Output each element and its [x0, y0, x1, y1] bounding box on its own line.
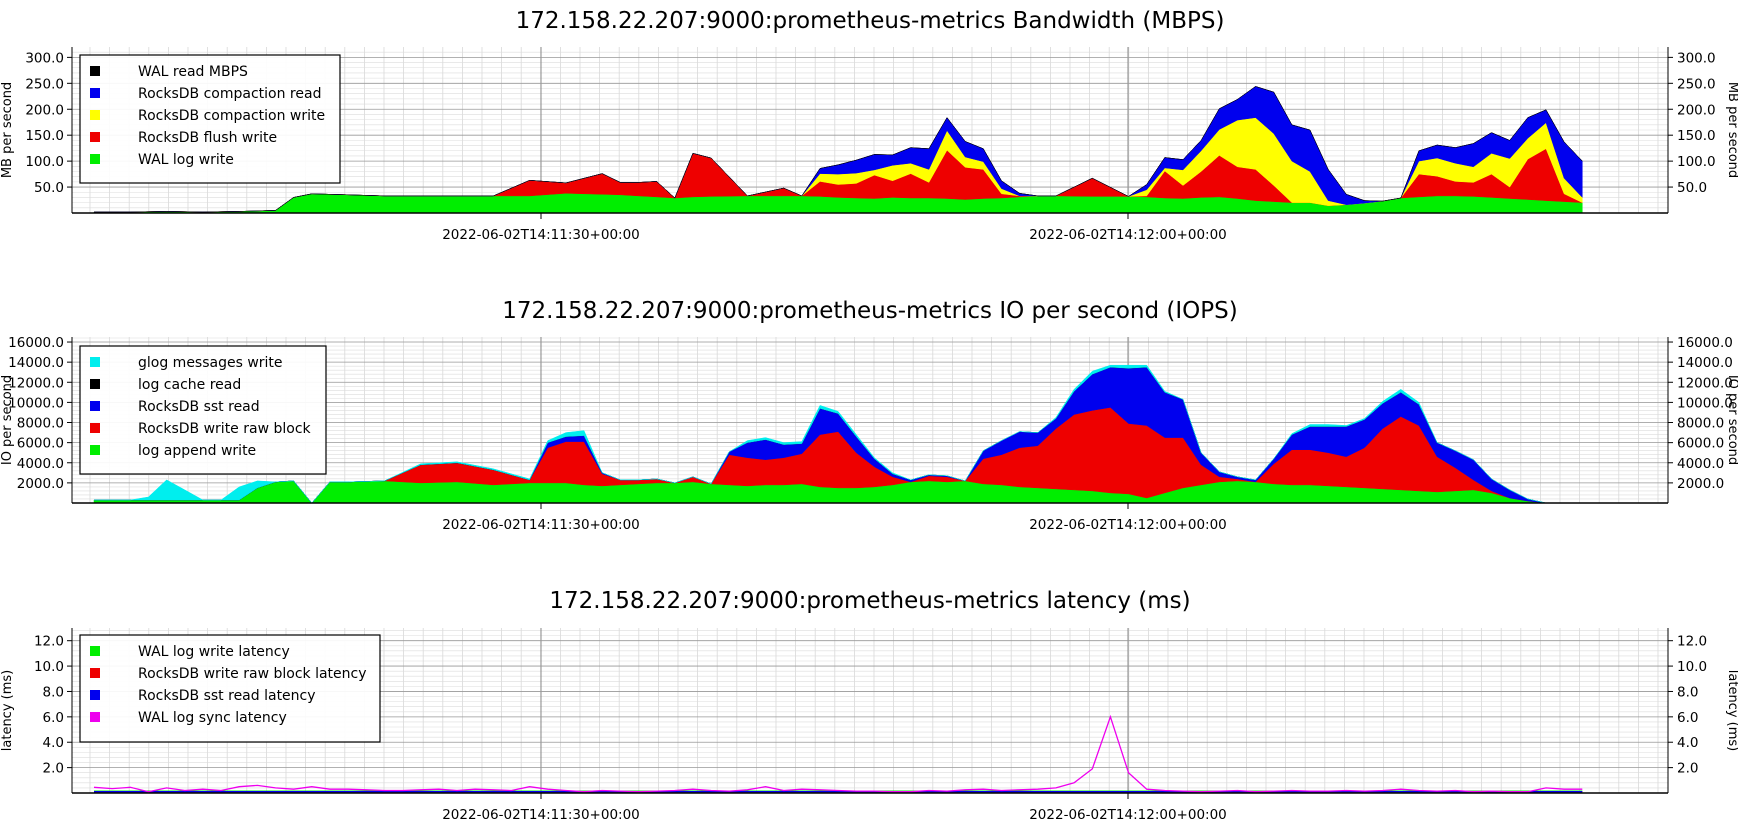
- legend-swatch-log-append-write: [90, 445, 100, 455]
- x-tick-label: 2022-06-02T14:11:30+00:00: [442, 517, 640, 533]
- legend-label-wal-log-write: WAL log write: [138, 152, 234, 168]
- legend-swatch-wal-log-write-latency: [90, 646, 100, 656]
- y-tick-label-right: 200.0: [1677, 102, 1716, 118]
- y-axis-label-right: latency (ms): [1725, 670, 1738, 751]
- y-tick-label-left: 12.0: [34, 634, 64, 650]
- chart-panel-2: 172.158.22.207:9000:prometheus-metrics I…: [0, 298, 1738, 533]
- legend-swatch-rocksdb-flush-write: [90, 132, 100, 142]
- y-tick-label-right: 6000.0: [1677, 436, 1724, 452]
- line-wal-log-sync-latency: [93, 714, 1583, 793]
- chart-title: 172.158.22.207:9000:prometheus-metrics B…: [516, 8, 1225, 34]
- legend: [79, 634, 381, 743]
- legend-label-rocksdb-write-raw-block: RocksDB write raw block: [138, 421, 312, 437]
- area-glog-messages-write: [94, 364, 1583, 504]
- legend-label-rocksdb-sst-read-latency: RocksDB sst read latency: [138, 688, 316, 704]
- y-tick-label-left: 250.0: [25, 76, 64, 92]
- y-tick-label-left: 4000.0: [17, 456, 64, 472]
- y-tick-label-right: 8.0: [1677, 684, 1698, 700]
- legend-label-log-cache-read: log cache read: [138, 377, 241, 393]
- x-tick-label: 2022-06-02T14:12:00+00:00: [1029, 517, 1227, 533]
- legend-label-rocksdb-compaction-write: RocksDB compaction write: [138, 108, 325, 124]
- y-axis-label-left: MB per second: [0, 82, 15, 178]
- y-tick-label-left: 10000.0: [8, 395, 64, 411]
- y-tick-label-left: 8.0: [43, 684, 64, 700]
- y-tick-label-left: 50.0: [34, 180, 64, 196]
- x-tick-label: 2022-06-02T14:11:30+00:00: [442, 807, 640, 823]
- y-tick-label-left: 6.0: [43, 710, 64, 726]
- chart-title: 172.158.22.207:9000:prometheus-metrics l…: [549, 588, 1190, 614]
- legend-label-rocksdb-sst-read: RocksDB sst read: [138, 399, 260, 415]
- y-tick-label-left: 14000.0: [8, 355, 64, 371]
- y-tick-label-right: 12.0: [1677, 634, 1707, 650]
- y-tick-label-left: 4.0: [43, 735, 64, 751]
- y-tick-label-right: 150.0: [1677, 128, 1716, 144]
- y-tick-label-left: 2.0: [43, 761, 64, 777]
- y-tick-label-right: 4000.0: [1677, 456, 1724, 472]
- x-tick-label: 2022-06-02T14:12:00+00:00: [1029, 807, 1227, 823]
- y-tick-label-left: 300.0: [25, 50, 64, 66]
- legend: [79, 345, 327, 475]
- y-tick-label-left: 2000.0: [17, 476, 64, 492]
- y-tick-label-left: 200.0: [25, 102, 64, 118]
- y-tick-label-right: 100.0: [1677, 154, 1716, 170]
- y-tick-label-left: 8000.0: [17, 416, 64, 432]
- y-axis-label-right: IO per second: [1725, 375, 1738, 465]
- y-tick-label-left: 100.0: [25, 154, 64, 170]
- legend-label-wal-read-mbps: WAL read MBPS: [138, 64, 248, 80]
- y-tick-label-right: 6.0: [1677, 710, 1698, 726]
- y-tick-label-right: 2000.0: [1677, 476, 1724, 492]
- y-tick-label-left: 6000.0: [17, 436, 64, 452]
- legend-swatch-log-cache-read: [90, 379, 100, 389]
- y-axis-label-right: MB per second: [1725, 82, 1738, 178]
- y-tick-label-right: 8000.0: [1677, 416, 1724, 432]
- y-tick-label-right: 2.0: [1677, 761, 1698, 777]
- legend-label-log-append-write: log append write: [138, 443, 256, 459]
- y-tick-label-left: 10.0: [34, 659, 64, 675]
- y-tick-label-right: 12000.0: [1677, 375, 1733, 391]
- legend-label-rocksdb-flush-write: RocksDB flush write: [138, 130, 277, 146]
- y-tick-label-right: 16000.0: [1677, 335, 1733, 351]
- y-tick-label-right: 50.0: [1677, 180, 1707, 196]
- y-tick-label-right: 250.0: [1677, 76, 1716, 92]
- legend-swatch-wal-log-sync-latency: [90, 712, 100, 722]
- legend-swatch-rocksdb-compaction-read: [90, 88, 100, 98]
- legend-swatch-rocksdb-sst-read: [90, 401, 100, 411]
- y-axis-label-left: latency (ms): [0, 670, 15, 751]
- legend-swatch-rocksdb-sst-read-latency: [90, 690, 100, 700]
- y-axis-label-left: IO per second: [0, 375, 15, 465]
- legend-swatch-rocksdb-write-raw-block: [90, 423, 100, 433]
- legend-label-rocksdb-compaction-read: RocksDB compaction read: [138, 86, 321, 102]
- legend-swatch-wal-log-write: [90, 154, 100, 164]
- legend-label-wal-log-write-latency: WAL log write latency: [138, 644, 290, 660]
- y-tick-label-right: 10000.0: [1677, 395, 1733, 411]
- legend-label-wal-log-sync-latency: WAL log sync latency: [138, 710, 287, 726]
- x-tick-label: 2022-06-02T14:12:00+00:00: [1029, 227, 1227, 243]
- chart-panel-3: 172.158.22.207:9000:prometheus-metrics l…: [0, 588, 1738, 823]
- legend-swatch-glog-messages-write: [90, 357, 100, 367]
- x-tick-label: 2022-06-02T14:11:30+00:00: [442, 227, 640, 243]
- legend-swatch-rocksdb-compaction-write: [90, 110, 100, 120]
- legend: [79, 54, 341, 184]
- chart-panel-1: 172.158.22.207:9000:prometheus-metrics B…: [0, 8, 1738, 243]
- y-tick-label-right: 14000.0: [1677, 355, 1733, 371]
- legend-label-glog-messages-write: glog messages write: [138, 355, 283, 371]
- legend-swatch-rocksdb-write-raw-block-latency: [90, 668, 100, 678]
- chart-title: 172.158.22.207:9000:prometheus-metrics I…: [502, 298, 1237, 324]
- y-tick-label-right: 10.0: [1677, 659, 1707, 675]
- y-tick-label-left: 150.0: [25, 128, 64, 144]
- legend-label-rocksdb-write-raw-block-latency: RocksDB write raw block latency: [138, 666, 367, 682]
- legend-swatch-wal-read-mbps: [90, 66, 100, 76]
- y-tick-label-left: 12000.0: [8, 375, 64, 391]
- y-tick-label-left: 16000.0: [8, 335, 64, 351]
- area-wal-read-mbps: [94, 86, 1583, 213]
- y-tick-label-right: 4.0: [1677, 735, 1698, 751]
- y-tick-label-right: 300.0: [1677, 50, 1716, 66]
